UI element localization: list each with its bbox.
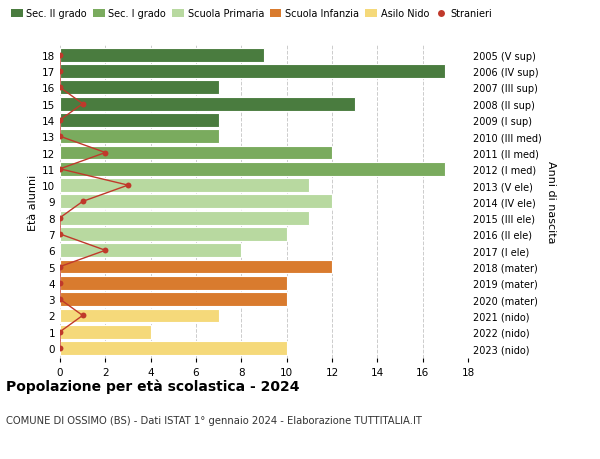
Point [55, 133, 65, 140]
Point [55, 166, 65, 173]
Bar [60, 81, 218, 95]
Text: COMUNE DI OSSIMO (BS) - Dati ISTAT 1° gennaio 2024 - Elaborazione TUTTITALIA.IT: COMUNE DI OSSIMO (BS) - Dati ISTAT 1° ge… [6, 415, 422, 425]
Point [55, 84, 65, 92]
Point [123, 182, 133, 190]
Bar [60, 325, 151, 339]
Bar [60, 292, 287, 307]
Point [55, 52, 65, 59]
Point [55, 345, 65, 352]
Y-axis label: Età alunni: Età alunni [28, 174, 38, 230]
Bar [60, 146, 332, 160]
Point [78, 198, 88, 206]
Point [101, 150, 110, 157]
Bar [60, 114, 218, 128]
Bar [60, 97, 355, 112]
Bar [60, 65, 445, 79]
Point [55, 280, 65, 287]
Point [55, 117, 65, 124]
Bar [60, 130, 218, 144]
Legend: Sec. II grado, Sec. I grado, Scuola Primaria, Scuola Infanzia, Asilo Nido, Stran: Sec. II grado, Sec. I grado, Scuola Prim… [11, 10, 492, 19]
Point [101, 247, 110, 254]
Bar [60, 244, 241, 257]
Bar [60, 49, 264, 62]
Point [55, 231, 65, 238]
Bar [60, 179, 310, 193]
Bar [60, 228, 287, 241]
Bar [60, 341, 287, 355]
Bar [60, 309, 218, 323]
Bar [60, 162, 445, 176]
Point [55, 68, 65, 76]
Bar [60, 276, 287, 290]
Y-axis label: Anni di nascita: Anni di nascita [545, 161, 556, 243]
Point [55, 214, 65, 222]
Bar [60, 195, 332, 209]
Point [78, 101, 88, 108]
Point [55, 263, 65, 271]
Bar [60, 211, 310, 225]
Point [78, 312, 88, 319]
Point [55, 296, 65, 303]
Text: Popolazione per età scolastica - 2024: Popolazione per età scolastica - 2024 [6, 379, 299, 393]
Point [55, 328, 65, 336]
Bar [60, 260, 332, 274]
